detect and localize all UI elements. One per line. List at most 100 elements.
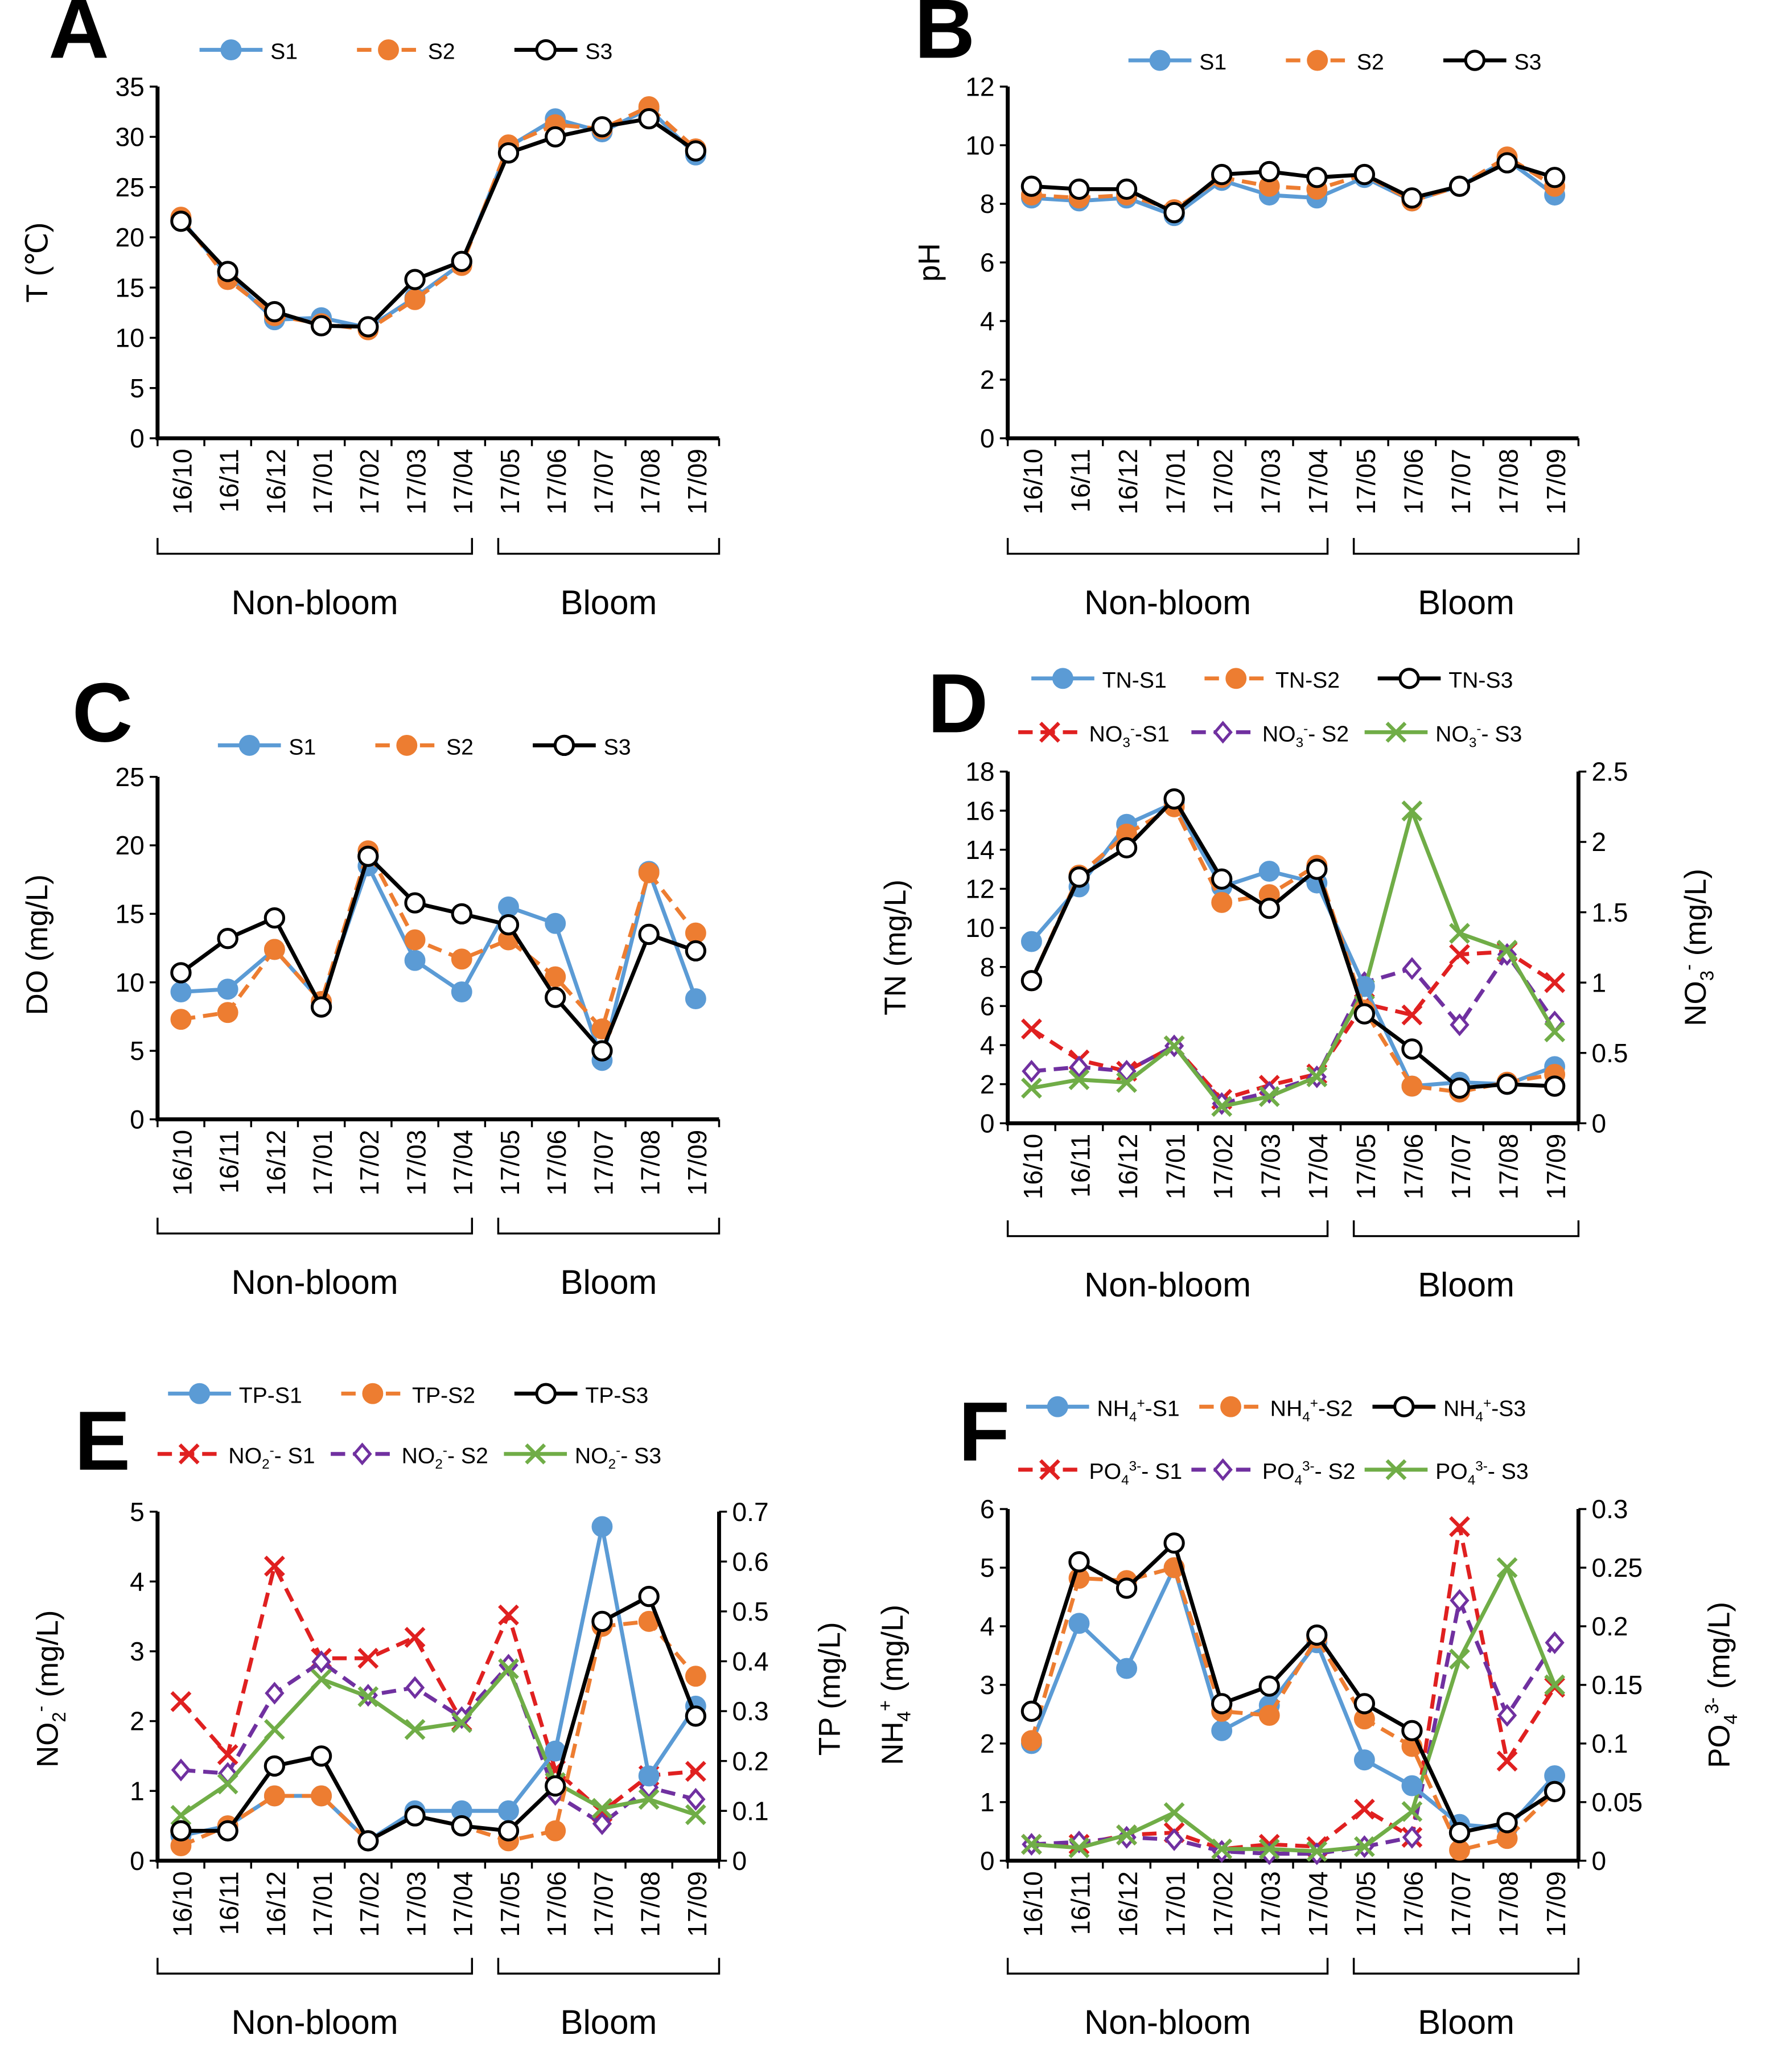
panel-e-ytick2-label: 0.2: [732, 1746, 769, 1776]
legend-label: S1: [270, 40, 298, 64]
panel-d-ytick-label: 4: [980, 1030, 995, 1060]
panel-f-series-nh4-s2: [1020, 1557, 1566, 1861]
panel-e-ylabel: NO2- (mg/L): [30, 1610, 69, 1768]
data-point: [1211, 1096, 1233, 1117]
panel-c-ytick-label: 10: [115, 968, 144, 997]
data-point: [1211, 892, 1233, 913]
data-point: [1258, 898, 1280, 919]
data-point: [497, 142, 520, 164]
panel-d-ylabel: TN (mg/L): [879, 879, 912, 1016]
series-line: [1031, 155, 1556, 212]
panel-b-bloom-bracket: [1352, 538, 1580, 555]
legend-label: NO2-- S2: [402, 1443, 488, 1472]
data-point: [638, 1585, 660, 1608]
panel-d-nonbloom-label: Non-bloom: [1084, 1266, 1251, 1304]
panel-c-xtick-label: 17/06: [542, 1130, 571, 1195]
panel-c-ytick-label: 15: [115, 899, 144, 929]
data-point: [451, 1815, 472, 1837]
data-point: [217, 1820, 238, 1841]
series-line: [1030, 797, 1555, 1090]
data-point: [1496, 1073, 1518, 1095]
legend-label: TN-S1: [1102, 668, 1167, 693]
panel-d-xtick-label: 16/12: [1113, 1134, 1143, 1199]
data-point: [170, 1691, 192, 1712]
panel-b-axes: [1006, 87, 1579, 441]
panel-d-ytick2-label: 2: [1591, 827, 1606, 857]
panel-c-series-s2: [170, 840, 706, 1039]
panel-c: C 0 5 10 15 20 25 16/10 16/11 16/12 17/01 17/02 17/0…: [20, 665, 721, 1301]
legend-label: S3: [1514, 50, 1541, 75]
data-point: [1163, 788, 1185, 810]
panel-b-letter: B: [915, 0, 976, 76]
panel-f-legend-item: PO43-- S2: [1191, 1458, 1355, 1488]
panel-d-xtick-label: 17/07: [1446, 1134, 1476, 1199]
data-point: [404, 949, 426, 971]
panel-e-legend-item: NO2-- S2: [331, 1442, 488, 1472]
panel-b-xtick-label: 17/09: [1541, 449, 1571, 514]
panel-b-ytick-label: 12: [965, 72, 994, 101]
data-point: [545, 126, 566, 148]
series-line: [1031, 809, 1557, 1109]
data-point: [498, 1658, 519, 1680]
legend-swatch-marker: [553, 734, 575, 757]
panel-e-ytick2-label: 0.7: [732, 1497, 769, 1527]
data-point: [1068, 178, 1090, 200]
panel-a-letter: A: [48, 0, 109, 76]
panel-d-bloom-label: Bloom: [1418, 1266, 1514, 1304]
legend-label: NO2-- S3: [575, 1443, 661, 1472]
data-point: [1496, 1812, 1518, 1833]
data-point: [686, 1787, 706, 1811]
data-point: [685, 1804, 706, 1826]
panel-c-xtick-label: 16/10: [167, 1130, 197, 1195]
panel-d-ytick-label: 16: [965, 796, 994, 825]
panel-c-bloom-bracket: [497, 1218, 721, 1235]
panel-d-xtick-label: 17/03: [1256, 1134, 1286, 1199]
panel-c-xtick-label: 17/05: [495, 1130, 525, 1195]
data-point: [1401, 1075, 1423, 1097]
panel-a-ytick-label: 15: [115, 273, 144, 302]
panel-f-ytick-label: 2: [980, 1729, 995, 1758]
series-line: [1030, 1565, 1557, 1831]
data-point: [217, 928, 238, 949]
panel-e-xtick-label: 17/01: [308, 1871, 338, 1937]
panel-c-legend-item: S3: [533, 734, 631, 760]
panel-e-ylabel2: TP (mg/L): [813, 1622, 847, 1756]
data-point: [1020, 1833, 1042, 1855]
panel-f-ytick-label: 0: [980, 1846, 995, 1876]
data-point: [1258, 161, 1280, 183]
data-point: [404, 269, 426, 290]
panel-d-legend-item: NO3-- S2: [1191, 721, 1349, 750]
data-point: [1211, 868, 1233, 890]
data-point: [545, 912, 566, 934]
data-point: [685, 988, 706, 1010]
panel-e-bloom-label: Bloom: [561, 2003, 657, 2041]
data-point: [310, 1745, 332, 1767]
panel-e-xtick-label: 17/09: [682, 1871, 712, 1937]
legend-swatch-marker: [1220, 1396, 1241, 1417]
legend-label: TP-S2: [412, 1383, 475, 1408]
panel-b-ytick-label: 0: [980, 424, 995, 453]
data-point: [264, 1785, 285, 1807]
panel-f-series-po43-s3: [1020, 1557, 1566, 1862]
series-line: [1031, 1565, 1557, 1853]
panel-b-ytick-label: 8: [980, 189, 995, 219]
data-point: [357, 1830, 379, 1852]
data-point: [1069, 1830, 1089, 1853]
data-point: [497, 914, 520, 936]
panel-d-ytick-label: 12: [965, 874, 994, 904]
panel-d-xtick-label: 17/05: [1351, 1134, 1381, 1199]
panel-d-axes: [1006, 771, 1579, 1125]
panel-a-bloom-label: Bloom: [561, 583, 657, 622]
panel-f-letter: F: [958, 1385, 1010, 1479]
panel-a-xtick-label: 16/10: [167, 449, 197, 514]
panel-e-series-tp-s3: [170, 1585, 707, 1852]
panel-e-ytick2-label: 0.1: [732, 1796, 769, 1826]
panel-b-xtick-label: 17/06: [1398, 449, 1428, 514]
panel-e-series-no2-s1: [170, 1555, 706, 1823]
data-point: [1068, 1551, 1090, 1573]
panel-c-xtick-label: 16/12: [261, 1130, 291, 1195]
legend-swatch-marker: [535, 1383, 557, 1404]
data-point: [1449, 1839, 1470, 1861]
panel-f-ytick-label: 3: [980, 1670, 995, 1700]
series-line: [1031, 1598, 1557, 1856]
